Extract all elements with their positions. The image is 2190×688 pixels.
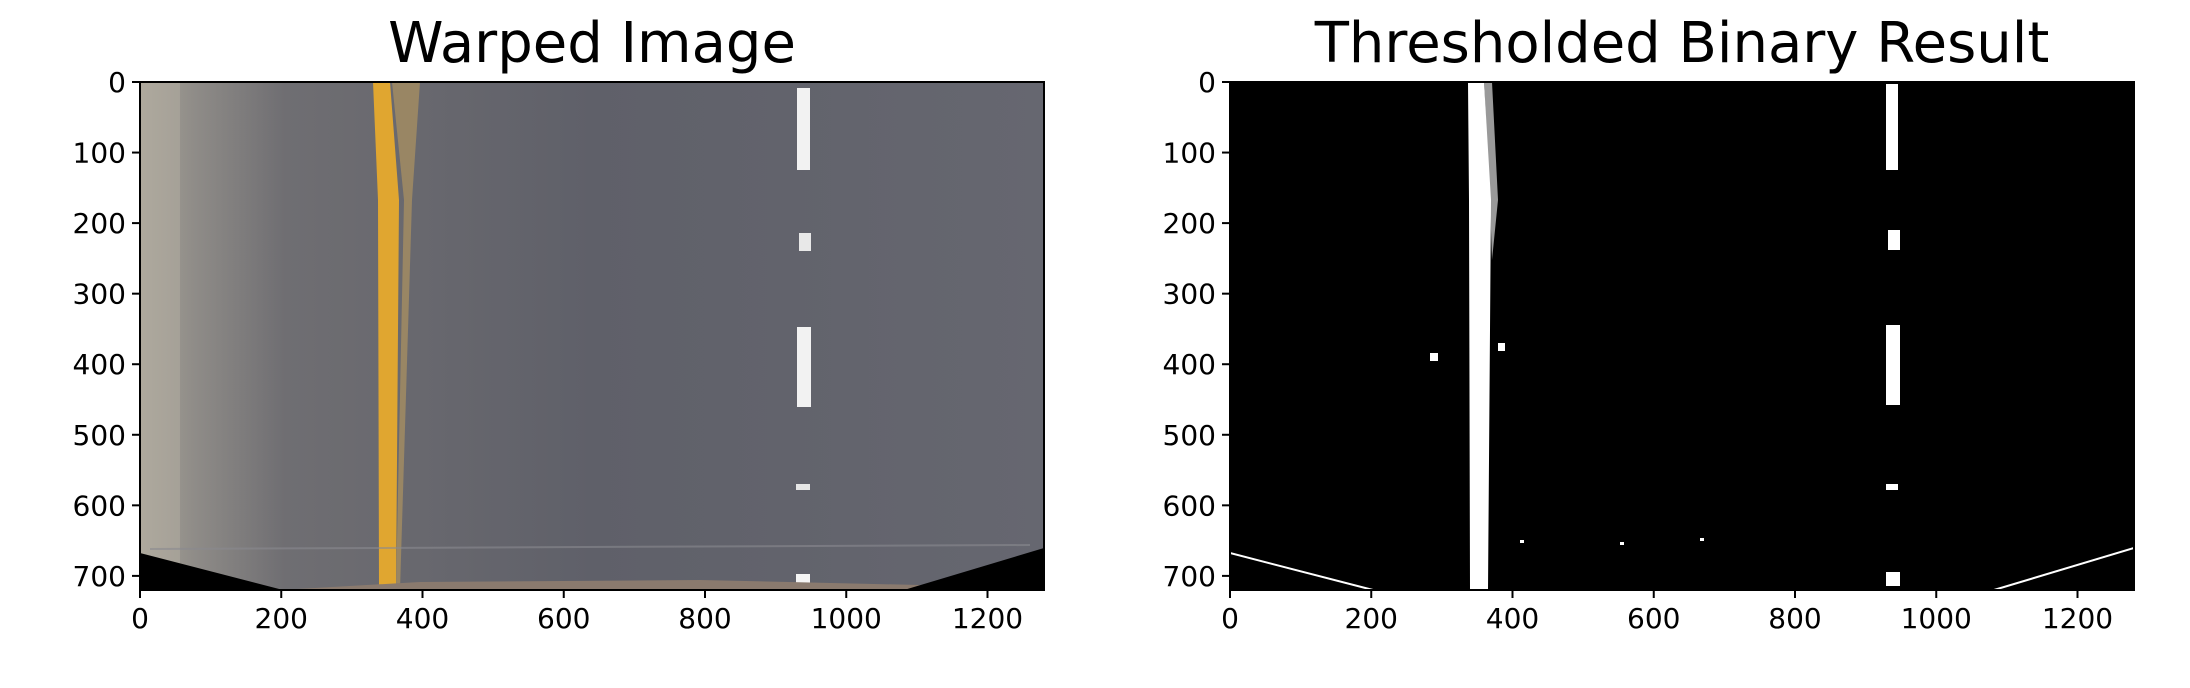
white-dash-4	[796, 484, 810, 490]
warped-image-title: Warped Image	[388, 11, 796, 76]
binary-noise-3	[1520, 540, 1524, 543]
x-tick-label: 200	[255, 602, 308, 635]
x-tick-label: 400	[396, 602, 449, 635]
binary-background	[1230, 82, 2134, 590]
binary-right-dash-4	[1886, 484, 1898, 490]
y-tick-label: 500	[73, 419, 126, 452]
warped-image-raster	[140, 82, 1044, 590]
thresholded-binary-raster	[1230, 82, 2134, 590]
y-tick-label: 0	[108, 66, 126, 99]
faint-horizontal-mark	[149, 544, 1031, 550]
y-tick-label: 500	[1163, 419, 1216, 452]
black-fill-left	[140, 553, 283, 590]
y-tick-label: 600	[73, 489, 126, 522]
white-dash-2	[799, 233, 811, 251]
black-fill-right	[904, 548, 1044, 590]
binary-noise-1	[1430, 353, 1438, 361]
x-tick-label: 600	[537, 602, 590, 635]
thresholded-binary-x-axis: 0 200 400 600 800 1000 1200	[1221, 590, 2113, 635]
binary-noise-4	[1620, 542, 1624, 545]
binary-right-dash-2	[1888, 230, 1900, 250]
y-tick-label: 100	[1163, 137, 1216, 170]
white-dash-1	[797, 88, 810, 170]
road-surface	[140, 82, 1044, 590]
binary-right-dash-1	[1886, 84, 1898, 170]
x-tick-label: 0	[1221, 602, 1239, 635]
binary-right-dash-5	[1886, 572, 1900, 586]
y-tick-label: 700	[73, 560, 126, 593]
left-shoulder	[140, 82, 180, 590]
binary-edge-left	[1230, 552, 1374, 590]
binary-noise-2	[1498, 343, 1505, 351]
y-tick-label: 0	[1198, 66, 1216, 99]
y-tick-label: 300	[1163, 278, 1216, 311]
x-tick-label: 400	[1486, 602, 1539, 635]
x-tick-label: 600	[1627, 602, 1680, 635]
x-tick-label: 800	[678, 602, 731, 635]
x-tick-label: 1200	[2042, 602, 2113, 635]
y-tick-label: 400	[1163, 348, 1216, 381]
warped-image-x-axis: 0 200 400 600 800 1000 1200	[131, 590, 1023, 635]
x-tick-label: 0	[131, 602, 149, 635]
x-tick-label: 1000	[811, 602, 882, 635]
x-tick-label: 1000	[1901, 602, 1972, 635]
panel-warped-image: Warped Image 0 200 400 600 800 1000 1200 0 100 2…	[73, 11, 1045, 635]
binary-right-dash-3	[1886, 325, 1900, 405]
white-dash-3	[797, 327, 811, 407]
y-tick-label: 400	[73, 348, 126, 381]
binary-edge-right	[1993, 547, 2134, 590]
x-tick-label: 200	[1345, 602, 1398, 635]
binary-noise-5	[1700, 538, 1704, 541]
binary-left-lane	[1468, 82, 1491, 590]
yellow-lane-glow	[392, 82, 420, 590]
binary-left-lane-texture	[1484, 82, 1498, 260]
warped-image-y-axis: 0 100 200 300 400 500 600 700	[73, 66, 140, 593]
dirt-strip	[280, 580, 1044, 590]
panel-thresholded-binary: Thresholded Binary Result 0 200 400 600 800 1…	[1163, 11, 2135, 635]
thresholded-binary-frame	[1229, 81, 2135, 591]
warped-image-frame	[139, 81, 1045, 591]
y-tick-label: 300	[73, 278, 126, 311]
yellow-lane-line	[373, 82, 399, 590]
y-tick-label: 700	[1163, 560, 1216, 593]
x-tick-label: 1200	[952, 602, 1023, 635]
y-tick-label: 200	[73, 207, 126, 240]
y-tick-label: 600	[1163, 489, 1216, 522]
y-tick-label: 200	[1163, 207, 1216, 240]
y-tick-label: 100	[73, 137, 126, 170]
x-tick-label: 800	[1768, 602, 1821, 635]
thresholded-binary-y-axis: 0 100 200 300 400 500 600 700	[1163, 66, 1230, 593]
thresholded-binary-title: Thresholded Binary Result	[1314, 11, 2050, 76]
